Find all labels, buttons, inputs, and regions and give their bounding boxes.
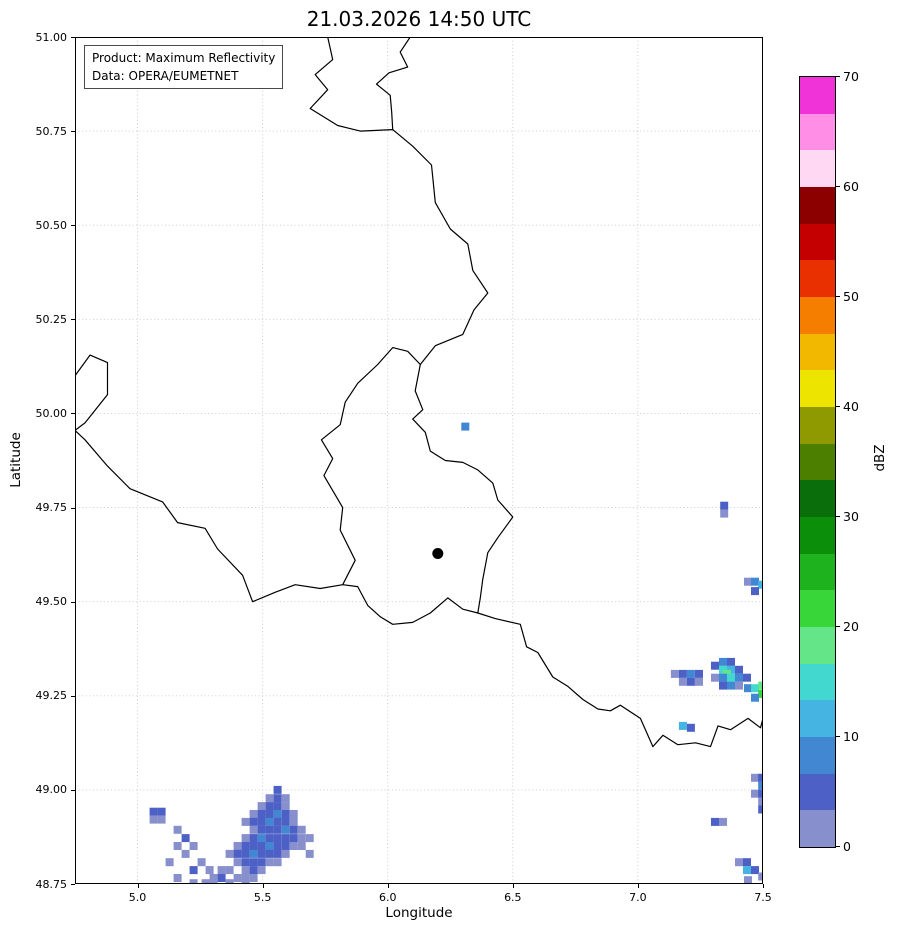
colorbar-segment bbox=[800, 736, 835, 774]
colorbar-segment bbox=[800, 259, 835, 297]
colorbar-segment bbox=[800, 77, 835, 114]
luxembourg-border bbox=[320, 347, 514, 625]
colorbar-tick bbox=[836, 626, 840, 627]
radar-echoes bbox=[149, 422, 763, 884]
y-tick bbox=[71, 884, 75, 885]
y-tick bbox=[71, 37, 75, 38]
colorbar-segment bbox=[800, 149, 835, 187]
plot-title: 21.03.2026 14:50 UTC bbox=[306, 7, 532, 31]
colorbar-tick bbox=[836, 296, 840, 297]
y-tick bbox=[71, 225, 75, 227]
x-tick-label: 7.5 bbox=[754, 891, 772, 904]
netherlands-germany-border bbox=[375, 37, 411, 131]
y-tick bbox=[71, 695, 75, 697]
colorbar-segment bbox=[800, 222, 835, 261]
y-tick bbox=[71, 131, 75, 133]
y-tick-label: 51.00 bbox=[35, 30, 68, 44]
y-tick-label: 48.75 bbox=[35, 877, 68, 891]
radar-site-marker bbox=[432, 548, 444, 559]
x-axis-label: Longitude bbox=[385, 905, 453, 921]
x-tick bbox=[387, 884, 389, 888]
colorbar-tick-label: 30 bbox=[843, 508, 859, 524]
x-tick-label: 7.0 bbox=[629, 891, 647, 904]
colorbar-segment bbox=[800, 296, 835, 334]
y-tick bbox=[71, 507, 75, 509]
colorbar-segment bbox=[800, 442, 835, 481]
x-tick bbox=[262, 884, 264, 888]
france-belgium-border bbox=[75, 354, 344, 603]
colorbar-tick bbox=[836, 76, 840, 77]
annotation-box: Product: Maximum Reflectivity Data: OPER… bbox=[84, 45, 284, 89]
map-plot bbox=[75, 37, 763, 884]
annotation-product-line: Product: Maximum Reflectivity bbox=[92, 51, 276, 65]
y-tick-label: 50.25 bbox=[35, 312, 68, 326]
annotation-source-line: Data: OPERA/EUMETNET bbox=[92, 69, 239, 83]
x-tick bbox=[637, 884, 639, 888]
colorbar-tick-label: 50 bbox=[843, 288, 859, 304]
colorbar-tick bbox=[836, 846, 840, 847]
x-tick bbox=[137, 884, 139, 888]
colorbar-segment bbox=[800, 589, 835, 627]
belgium-netherlands-border bbox=[309, 37, 394, 132]
y-tick bbox=[71, 319, 75, 321]
colorbar-segment bbox=[800, 332, 835, 371]
colorbar-tick-label: 0 bbox=[843, 838, 851, 854]
y-axis-label: Latitude bbox=[8, 432, 24, 488]
grid bbox=[75, 37, 763, 884]
colorbar-tick bbox=[836, 736, 840, 737]
france-germany-border bbox=[477, 612, 763, 748]
x-tick-label: 6.5 bbox=[504, 891, 522, 904]
x-tick bbox=[763, 884, 764, 888]
y-tick-label: 50.00 bbox=[35, 406, 68, 420]
colorbar-segment bbox=[800, 112, 835, 151]
colorbar-tick bbox=[836, 516, 840, 517]
colorbar-segment bbox=[800, 699, 835, 737]
country-borders bbox=[75, 37, 763, 748]
colorbar-segment bbox=[800, 516, 835, 554]
y-tick bbox=[71, 601, 75, 603]
y-tick bbox=[71, 413, 75, 415]
colorbar-segment bbox=[800, 369, 835, 407]
colorbar-segment bbox=[800, 406, 835, 444]
colorbar-segment bbox=[800, 772, 835, 811]
colorbar-segment bbox=[800, 552, 835, 591]
y-tick-label: 50.50 bbox=[35, 218, 68, 232]
colorbar-segment bbox=[800, 479, 835, 517]
y-tick-label: 49.00 bbox=[35, 783, 68, 797]
belgium-germany-border bbox=[392, 128, 489, 366]
y-tick-label: 49.75 bbox=[35, 501, 68, 515]
colorbar bbox=[799, 76, 836, 848]
y-tick-label: 49.25 bbox=[35, 689, 68, 703]
colorbar-tick-label: 60 bbox=[843, 178, 859, 194]
colorbar-tick-label: 70 bbox=[843, 68, 859, 84]
colorbar-tick-label: 20 bbox=[843, 618, 859, 634]
colorbar-segment bbox=[800, 626, 835, 664]
plot-frame bbox=[75, 37, 763, 884]
x-tick-label: 5.5 bbox=[253, 891, 272, 904]
colorbar-tick bbox=[836, 186, 840, 187]
x-tick bbox=[512, 884, 514, 888]
colorbar-label: dBZ bbox=[872, 444, 888, 472]
y-tick-label: 50.75 bbox=[35, 124, 68, 138]
colorbar-tick-label: 10 bbox=[843, 728, 859, 744]
colorbar-tick-label: 40 bbox=[843, 398, 859, 414]
y-tick-label: 49.50 bbox=[35, 595, 68, 609]
y-tick bbox=[71, 789, 75, 791]
x-tick-label: 5.0 bbox=[128, 891, 147, 904]
colorbar-segment bbox=[800, 186, 835, 224]
colorbar-segment bbox=[800, 809, 835, 847]
x-tick-label: 6.0 bbox=[378, 891, 397, 904]
colorbar-segment bbox=[800, 662, 835, 701]
colorbar-tick bbox=[836, 406, 840, 407]
